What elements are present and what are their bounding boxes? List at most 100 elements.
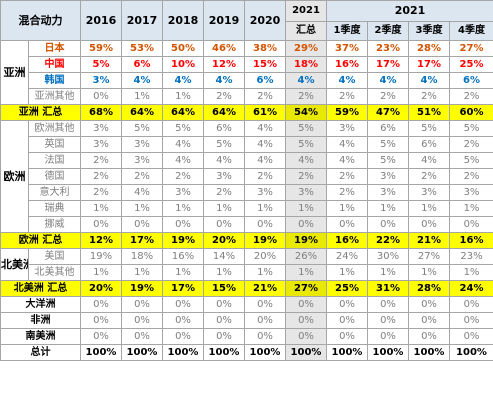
value-cell: 20% [80,280,122,297]
table-row: 德国 2% 2% 2% 3% 2% 2% 2% 3% 2% 2% [1,168,493,185]
value-cell: 4% [326,72,368,89]
country-label: 挪威 [28,216,81,233]
corner-header: 混合动力 [0,0,81,41]
value-cell: 27% [285,280,327,297]
value-cell: 25% [449,56,493,73]
value-cell: 23% [367,40,409,57]
value-cell: 2% [80,184,122,201]
value-cell: 5% [449,120,493,137]
value-cell: 3% [449,184,493,201]
value-cell: 4% [408,72,450,89]
value-cell: 31% [367,280,409,297]
value-cell: 5% [285,136,327,153]
value-cell: 0% [326,216,368,233]
value-cell: 4% [203,72,245,89]
quarter-header: 4季度 [449,21,493,41]
year-header: 2020 [244,0,286,41]
value-cell: 64% [162,104,204,121]
value-cell: 17% [162,280,204,297]
value-cell: 2% [326,88,368,105]
value-cell: 3% [80,72,122,89]
value-cell: 1% [408,264,450,281]
value-cell: 22% [367,232,409,249]
value-cell: 0% [449,296,493,313]
value-cell: 100% [408,344,450,361]
value-cell: 3% [285,184,327,201]
value-cell: 3% [121,152,163,169]
value-cell: 4% [367,72,409,89]
year-2021-header: 2021 [285,0,327,22]
value-cell: 100% [80,344,122,361]
value-cell: 4% [326,152,368,169]
value-cell: 0% [80,312,122,329]
value-cell: 2% [80,152,122,169]
country-label: 德国 [28,168,81,185]
table-body: 亚洲 日本 59% 53% 50% 46% 38% 29% 37% 23% 28% 27% 中国 5% 6%… [0,40,493,361]
value-cell: 3% [80,136,122,153]
value-cell: 0% [285,296,327,313]
value-cell: 26% [285,248,327,265]
year-header: 2018 [162,0,204,41]
share-table: 混合动力 2016 2017 2018 2019 2020 2021 2021 … [0,0,493,361]
value-cell: 1% [80,264,122,281]
table-row: 北美洲美国19%18%16%14%20%26%24%30%27%23% [0,248,493,281]
value-cell: 6% [408,136,450,153]
subtotal-row: 亚洲 汇总 68% 64% 64% 64% 61% 54% 59% 47% 51% 60% [0,104,493,121]
value-cell: 0% [367,296,409,313]
value-cell: 68% [80,104,122,121]
value-cell: 2% [162,168,204,185]
value-cell: 3% [408,184,450,201]
value-cell: 0% [80,88,122,105]
value-cell: 6% [449,72,493,89]
table-row: 瑞典 1% 1% 1% 1% 1% 1% 1% 1% 1% 1% [1,200,493,217]
grand-total-label: 总计 [0,344,81,361]
country-label: 亚洲其他 [28,88,81,105]
quarter-group-header: 2021 [326,0,493,22]
table-row: 意大利 2% 4% 3% 2% 3% 3% 2% 3% 3% 3% [1,184,493,201]
value-cell: 0% [367,328,409,345]
value-cell: 0% [121,216,163,233]
value-cell: 100% [449,344,493,361]
value-cell: 21% [244,280,286,297]
value-cell: 1% [367,200,409,217]
country-label: 中国 [28,56,81,73]
value-cell: 0% [80,328,122,345]
table-row: 大洋洲 0% 0% 0% 0% 0% 0% 0% 0% 0% 0% [0,296,493,313]
value-cell: 1% [203,200,245,217]
value-cell: 12% [203,56,245,73]
table-row: 非洲 0% 0% 0% 0% 0% 0% 0% 0% 0% 0% [0,312,493,329]
quarter-header: 2季度 [367,21,409,41]
value-cell: 6% [367,120,409,137]
value-cell: 19% [244,232,286,249]
value-cell: 2% [367,88,409,105]
region-label: 非洲 [0,312,81,329]
value-cell: 0% [408,312,450,329]
value-cell: 5% [367,152,409,169]
value-cell: 4% [326,136,368,153]
value-cell: 2% [121,168,163,185]
value-cell: 0% [244,312,286,329]
value-cell: 51% [408,104,450,121]
value-cell: 4% [244,136,286,153]
value-cell: 3% [162,184,204,201]
country-label: 法国 [28,152,81,169]
value-cell: 2% [244,168,286,185]
year-header: 2017 [121,0,163,41]
region-label: 大洋洲 [0,296,81,313]
value-cell: 0% [203,328,245,345]
value-cell: 4% [408,152,450,169]
value-cell: 2% [80,168,122,185]
value-cell: 3% [326,120,368,137]
value-cell: 4% [162,136,204,153]
value-cell: 100% [326,344,368,361]
value-cell: 1% [162,88,204,105]
value-cell: 10% [162,56,204,73]
value-cell: 0% [326,328,368,345]
value-cell: 1% [408,200,450,217]
subtotal-row: 北美洲 汇总 20% 19% 17% 15% 21% 27% 25% 31% 28% 24% [0,280,493,297]
value-cell: 28% [408,280,450,297]
value-cell: 3% [203,168,245,185]
value-cell: 6% [244,72,286,89]
table-row: 北美其他 1% 1% 1% 1% 1% 1% 1% 1% 1% 1% [1,264,493,281]
country-label: 北美其他 [28,264,81,281]
